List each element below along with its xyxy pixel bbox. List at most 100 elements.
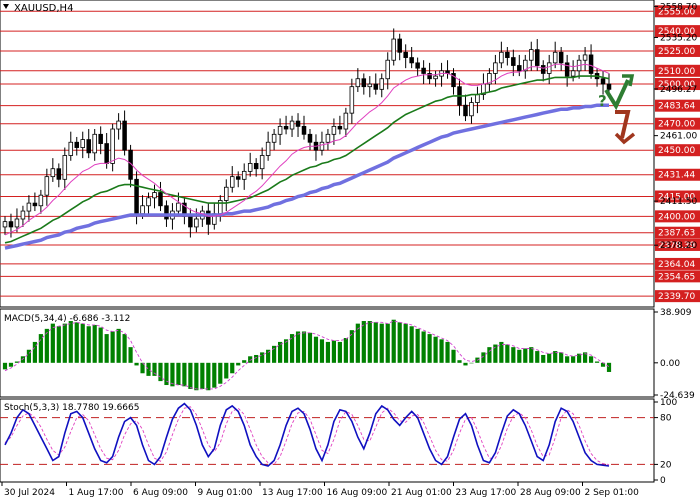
price-tick-label: 2558.70	[660, 2, 697, 12]
macd-bar	[218, 362, 223, 384]
level-label: 2387.63	[658, 229, 695, 239]
macd-bar	[38, 334, 43, 363]
macd-bar	[283, 339, 289, 363]
macd-bar	[92, 324, 97, 363]
macd-bar	[8, 362, 14, 367]
level-label-box	[655, 144, 700, 157]
macd-bar	[397, 322, 402, 363]
candle-body	[546, 62, 552, 74]
level-label-box	[655, 117, 700, 130]
candle-body	[403, 51, 408, 58]
candle-body	[253, 163, 259, 170]
level-label-box	[655, 238, 700, 251]
macd-bar	[493, 344, 498, 363]
macd-bar	[451, 349, 456, 363]
stoch-d-line	[4, 406, 610, 466]
macd-bar	[571, 356, 576, 363]
macd-bar	[427, 334, 432, 363]
level-label: 2364.04	[658, 260, 695, 270]
macd-bar	[62, 323, 67, 363]
level-label: 2510.00	[658, 67, 695, 77]
macd-bar	[529, 347, 534, 363]
macd-bar	[547, 353, 552, 363]
macd-bar	[313, 336, 319, 363]
stochastic-panel: 100 80 20 0	[0, 398, 677, 486]
candle-body	[265, 141, 271, 156]
macd-bar	[122, 334, 127, 363]
level-label: 2470.00	[658, 120, 695, 130]
macd-bar	[355, 323, 360, 363]
candle-body	[511, 57, 516, 66]
level-label: 2450.00	[658, 146, 695, 156]
candle-body	[176, 202, 181, 212]
macd-bar	[523, 348, 528, 363]
candle-body	[558, 51, 564, 64]
stoch-tick-label: 100	[660, 398, 677, 408]
level-label-box	[655, 270, 700, 283]
candle-body	[235, 176, 241, 180]
level-label: 2431.44	[658, 171, 695, 181]
macd-bar	[391, 319, 396, 363]
macd-bar	[176, 362, 181, 386]
candle-body	[152, 192, 157, 199]
candle-body	[529, 49, 534, 61]
candle-body	[301, 125, 307, 135]
candle-body	[241, 170, 247, 180]
macd-bar	[588, 356, 594, 363]
macd-bar	[403, 323, 408, 363]
candle-body	[463, 104, 468, 117]
candle-body	[74, 141, 80, 148]
candle-body	[92, 133, 97, 154]
macd-bar	[254, 354, 259, 363]
candle-body	[397, 38, 402, 53]
macd-bar	[367, 321, 372, 363]
macd-tick-label: 0.00	[660, 359, 680, 369]
macd-bar	[337, 341, 342, 363]
candle-body	[277, 125, 283, 135]
candle-body	[319, 141, 325, 151]
macd-bar	[499, 341, 504, 363]
candle-body	[56, 168, 62, 180]
macd-bar	[20, 356, 26, 363]
candle-body	[122, 120, 127, 151]
candle-body	[98, 133, 103, 144]
candle-body	[361, 78, 367, 88]
macd-bar	[80, 323, 85, 363]
level-label-box	[655, 210, 700, 223]
macd-bar	[439, 339, 444, 363]
candle-body	[188, 215, 193, 228]
macd-bar	[295, 331, 301, 363]
macd-bar	[559, 352, 564, 363]
candle-body	[50, 168, 56, 178]
candle-body	[224, 186, 229, 201]
macd-bar	[517, 349, 522, 363]
macd-bar	[140, 362, 145, 374]
macd-bar	[481, 352, 486, 363]
candle-body	[164, 205, 169, 220]
macd-bar	[541, 354, 546, 363]
time-tick-label: 1 Aug 17:00	[69, 488, 124, 498]
candle-body	[331, 125, 337, 135]
macd-bar	[182, 362, 187, 387]
candle-body	[44, 176, 50, 196]
macd-bar	[433, 336, 438, 363]
level-label-box	[655, 257, 700, 270]
macd-bar	[236, 362, 241, 366]
time-tick-label: 2 Sep 01:00	[585, 488, 640, 498]
candle-body	[505, 51, 510, 58]
macd-bar	[445, 341, 450, 363]
candle-body	[32, 202, 38, 207]
macd-bar	[194, 362, 199, 391]
stoch-k-line	[4, 402, 610, 467]
macd-bar	[242, 360, 247, 363]
candle-body	[391, 38, 396, 61]
macd-bar	[421, 331, 426, 363]
candle-body	[534, 49, 540, 66]
macd-bar	[415, 328, 420, 363]
macd-bar	[553, 351, 558, 363]
candle-body	[570, 70, 576, 77]
level-label: 2525.00	[658, 47, 695, 57]
macd-bar	[385, 323, 390, 363]
candle-body	[540, 65, 546, 74]
macd-bar	[26, 349, 32, 363]
